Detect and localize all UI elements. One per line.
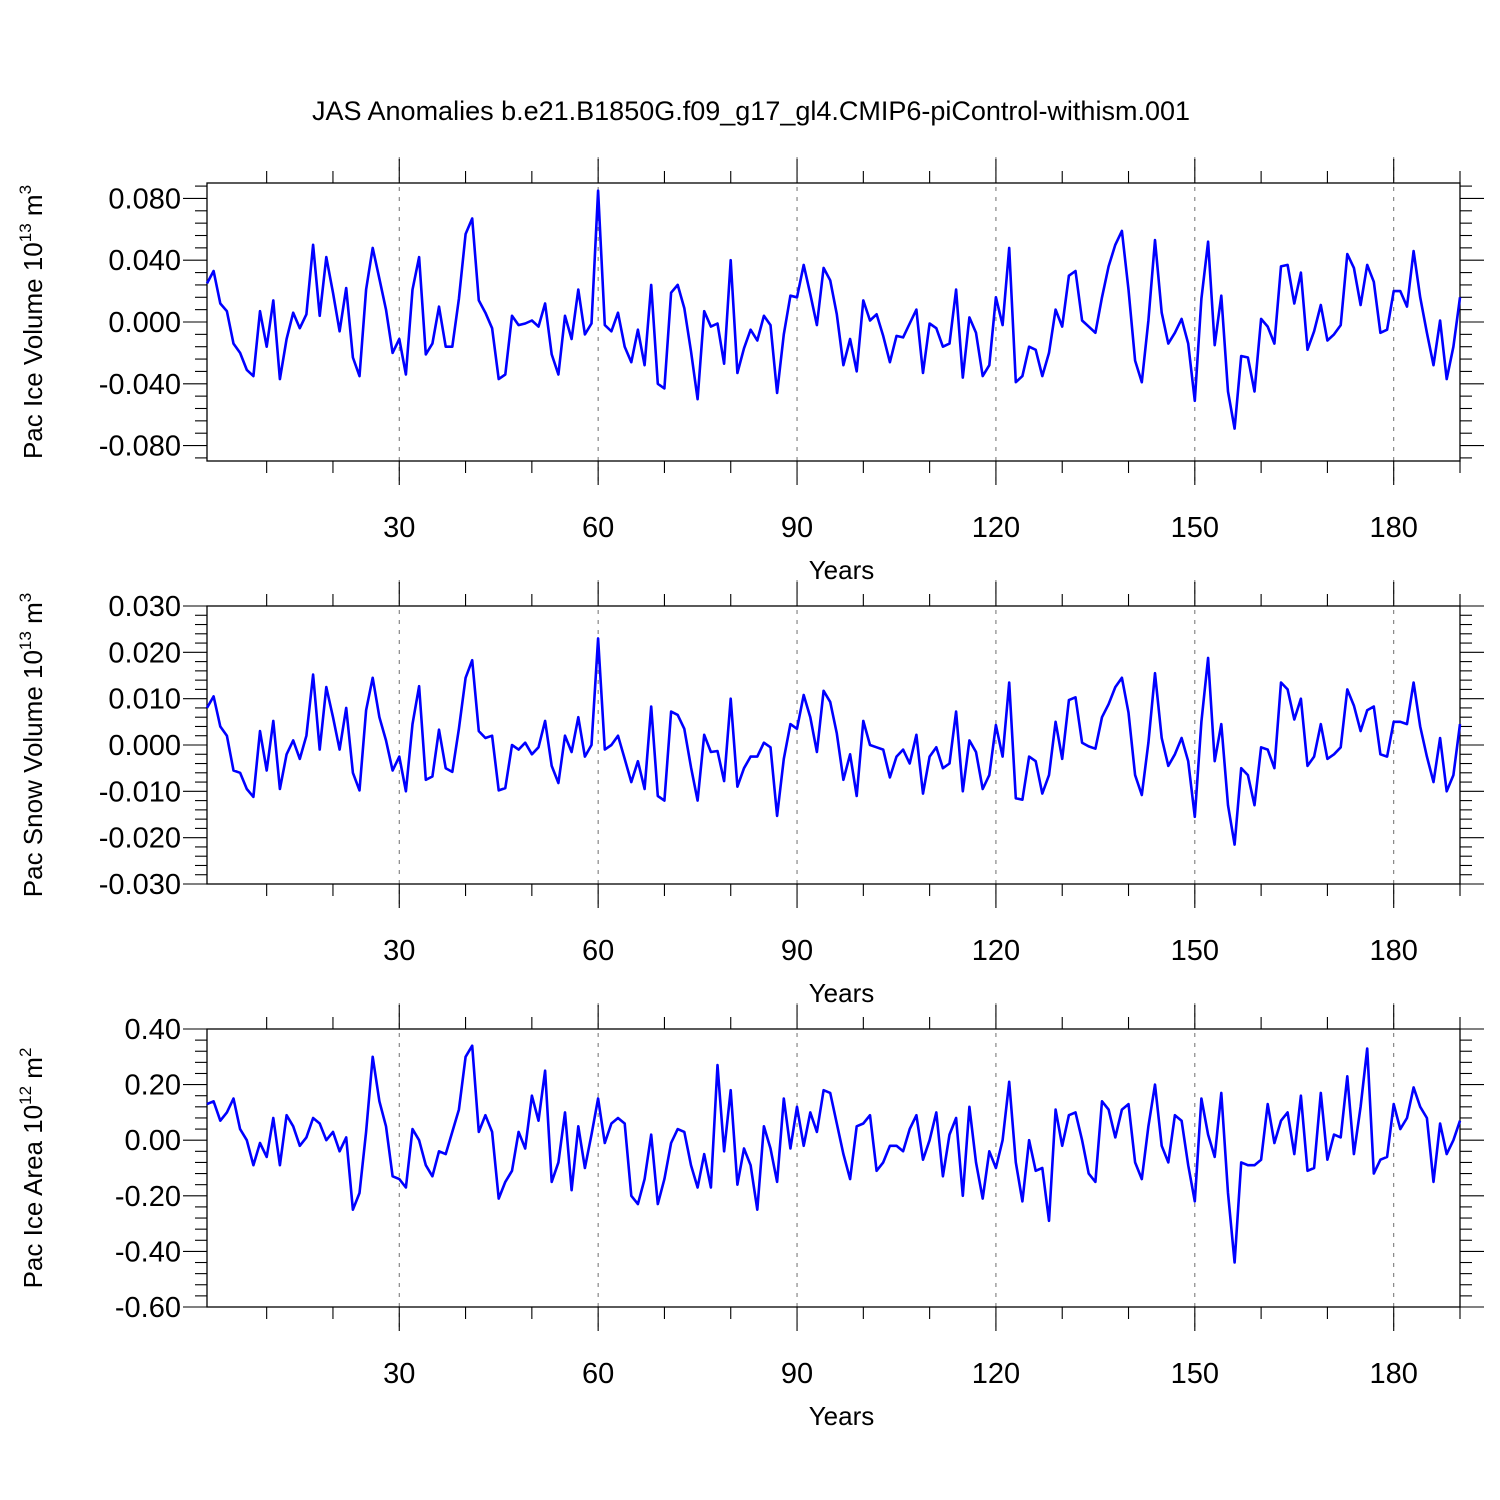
figure-title: JAS Anomalies b.e21.B1850G.f09_g17_gl4.C… bbox=[312, 96, 1190, 126]
ice-area-xtick-label: 90 bbox=[781, 1358, 813, 1390]
ice-volume-ytick-label: 0.080 bbox=[108, 183, 181, 215]
ice-volume-ylabel: Pac Ice Volume 1013 m3 bbox=[16, 185, 48, 459]
snow-volume-xlabel: Years bbox=[809, 978, 875, 1008]
ice-volume-ytick-label: -0.080 bbox=[99, 431, 181, 463]
ice-volume-series-line bbox=[205, 189, 1462, 430]
snow-volume-ytick-label: -0.020 bbox=[99, 823, 181, 855]
ice-volume-xtick-label: 90 bbox=[781, 512, 813, 544]
ice-area-ylabel-exponent: 12 bbox=[16, 1086, 35, 1105]
snow-volume-series-line bbox=[205, 637, 1462, 846]
snow-volume-xtick-label: 60 bbox=[582, 935, 614, 967]
panel-pac-ice-area: 0.40 0.20 0.00 -0.20 -0.40 -0.60 30 60 90 120 150 1… bbox=[16, 1003, 1484, 1431]
ice-area-ytick-label: 0.00 bbox=[125, 1125, 181, 1157]
ice-area-ytick-label: 0.20 bbox=[125, 1070, 181, 1102]
snow-volume-ylabel: Pac Snow Volume 1013 m3 bbox=[16, 593, 48, 897]
ice-area-ylabel-text: Pac Ice Area 10 bbox=[18, 1105, 48, 1289]
ice-area-ylabel-unit: m bbox=[18, 1057, 48, 1086]
ice-volume-ytick-label: -0.040 bbox=[99, 369, 181, 401]
snow-volume-ylabel-text: Pac Snow Volume 10 bbox=[18, 650, 48, 897]
snow-volume-ytick-label: -0.030 bbox=[99, 869, 181, 901]
ice-area-xtick-label: 120 bbox=[972, 1358, 1020, 1390]
ice-volume-ylabel-unit: m bbox=[18, 194, 48, 223]
ice-area-xtick-label: 180 bbox=[1370, 1358, 1418, 1390]
snow-volume-ytick-label: 0.030 bbox=[108, 591, 181, 623]
ice-area-xtick-label: 30 bbox=[383, 1358, 415, 1390]
snow-volume-ylabel-unit: m bbox=[18, 602, 48, 631]
ice-volume-xtick-label: 60 bbox=[582, 512, 614, 544]
ice-volume-xtick-label: 150 bbox=[1171, 512, 1219, 544]
snow-volume-ytick-label: 0.010 bbox=[108, 684, 181, 716]
ice-area-ytick-label: -0.40 bbox=[115, 1236, 181, 1268]
snow-volume-xtick-label: 30 bbox=[383, 935, 415, 967]
ice-volume-ylabel-exponent: 13 bbox=[16, 223, 35, 242]
ice-area-ytick-label: 0.40 bbox=[125, 1014, 181, 1046]
ice-area-xtick-label: 60 bbox=[582, 1358, 614, 1390]
ice-volume-xtick-label: 180 bbox=[1370, 512, 1418, 544]
snow-volume-xtick-label: 150 bbox=[1171, 935, 1219, 967]
ice-volume-ytick-label: 0.000 bbox=[108, 307, 181, 339]
panel-pac-ice-volume: 0.080 0.040 0.000 -0.040 -0.080 30 60 90 120 150 1… bbox=[16, 157, 1484, 585]
ice-area-ytick-label: -0.60 bbox=[115, 1292, 181, 1324]
snow-volume-xtick-label: 120 bbox=[972, 935, 1020, 967]
ice-volume-ytick-label: 0.040 bbox=[108, 245, 181, 277]
snow-volume-ytick-label: 0.000 bbox=[108, 730, 181, 762]
ice-volume-ylabel-text: Pac Ice Volume 10 bbox=[18, 242, 48, 459]
panel-pac-snow-volume: 0.030 0.020 0.010 0.000 -0.010 -0.020 -0.030 30… bbox=[16, 580, 1484, 1008]
snow-volume-xtick-label: 180 bbox=[1370, 935, 1418, 967]
ice-area-ylabel: Pac Ice Area 1012 m2 bbox=[16, 1048, 48, 1289]
ice-volume-ylabel-unit-exponent: 3 bbox=[16, 185, 35, 194]
ice-area-series-line bbox=[206, 1044, 1462, 1264]
ice-volume-xtick-label: 30 bbox=[383, 512, 415, 544]
ice-volume-xtick-label: 120 bbox=[972, 512, 1020, 544]
ice-area-ylabel-unit-exponent: 2 bbox=[16, 1048, 35, 1057]
snow-volume-ytick-label: 0.020 bbox=[108, 637, 181, 669]
ice-volume-xlabel: Years bbox=[809, 555, 875, 585]
snow-volume-ylabel-unit-exponent: 3 bbox=[16, 593, 35, 602]
snow-volume-xtick-label: 90 bbox=[781, 935, 813, 967]
ice-area-xtick-label: 150 bbox=[1171, 1358, 1219, 1390]
ice-area-plot-frame bbox=[206, 1028, 1461, 1308]
ice-area-ytick-label: -0.20 bbox=[115, 1181, 181, 1213]
snow-volume-ytick-label: -0.010 bbox=[99, 776, 181, 808]
ice-area-xlabel: Years bbox=[809, 1401, 875, 1431]
snow-volume-ylabel-exponent: 13 bbox=[16, 631, 35, 650]
